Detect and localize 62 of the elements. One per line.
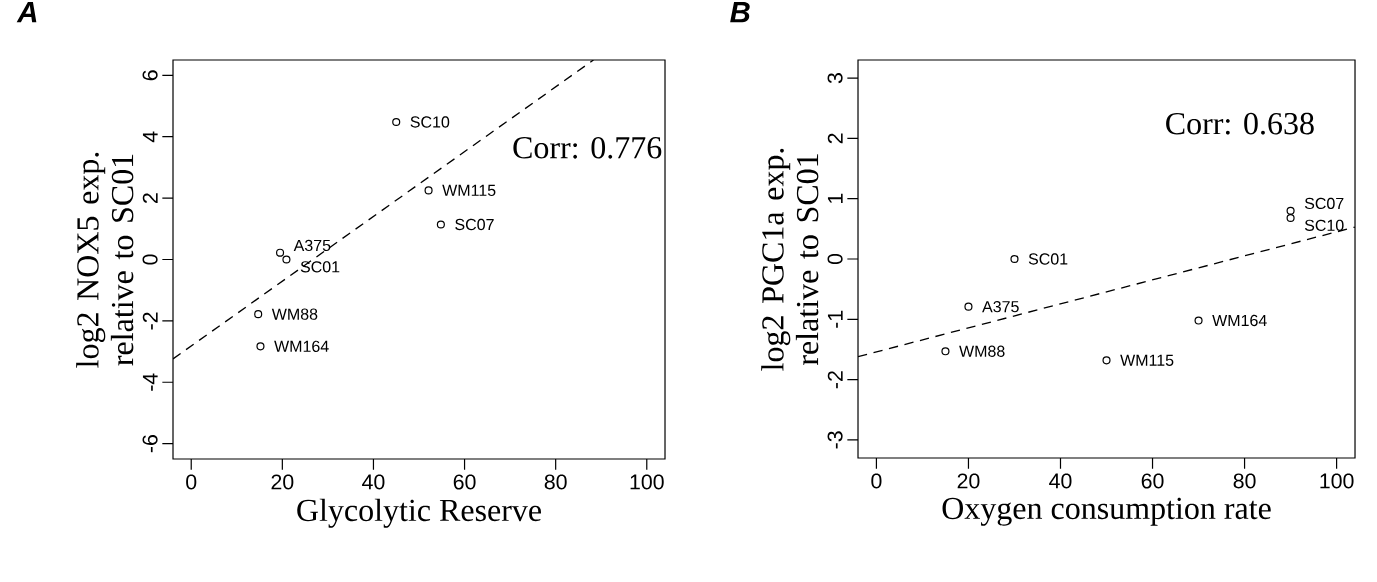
x-tick-label: 20 — [271, 474, 294, 490]
point — [1286, 206, 1295, 215]
annotation: A375 — [293, 239, 331, 252]
point — [254, 310, 263, 319]
annotation: WM88 — [271, 308, 318, 320]
annotation: WM88 — [959, 345, 1005, 357]
x-tick-label: 100 — [1320, 473, 1354, 489]
y-tick-label: 1 — [827, 193, 843, 203]
annotation: SC10 — [1304, 219, 1344, 231]
x-tick-label: 60 — [1141, 473, 1164, 489]
annotation: Corr: 0.776 — [513, 136, 662, 159]
y-axis-title: log2 NOX5 exp. relative to SC01 — [76, 152, 134, 368]
x-tick-label: 80 — [544, 474, 567, 490]
y-tick-label: 0 — [827, 253, 843, 265]
y-tick-label: 2 — [142, 193, 158, 203]
annotation: SC01 — [1028, 253, 1068, 265]
x-tick-label: 20 — [957, 473, 980, 489]
x-tick-label: 0 — [186, 474, 197, 490]
point — [1102, 356, 1111, 365]
annotation: WM115 — [1120, 354, 1174, 366]
y-tick-label: -2 — [827, 371, 843, 389]
annotation: SC10 — [410, 116, 450, 128]
y-tick-label: 3 — [827, 73, 843, 84]
x-tick-label: 0 — [871, 473, 882, 489]
y-tick-label: 6 — [142, 70, 158, 81]
x-tick-label: 40 — [362, 474, 385, 490]
point — [1010, 254, 1019, 264]
y-tick-label: -6 — [142, 435, 158, 453]
point — [392, 117, 401, 127]
point — [275, 248, 285, 257]
y-tick-label: -4 — [142, 373, 158, 391]
annotation: WM164 — [1212, 314, 1267, 327]
chart-title: B — [730, 2, 750, 23]
x-tick-label: 40 — [1049, 473, 1072, 489]
annotation: SC07 — [455, 218, 494, 231]
point — [436, 220, 445, 229]
y-tick-label: -1 — [827, 310, 843, 328]
x-axis-title: Glycolytic Reserve — [297, 498, 541, 528]
x-tick-label: 100 — [630, 474, 664, 490]
point — [964, 302, 973, 311]
y-tick-label: 4 — [142, 131, 158, 143]
x-tick-label: 60 — [453, 474, 476, 490]
x-axis-title: Oxygen consumption rate — [942, 497, 1271, 526]
y-tick-label: -2 — [142, 312, 158, 330]
annotation: SC07 — [1304, 197, 1344, 210]
annotation: SC01 — [300, 261, 340, 273]
annotation: Corr: 0.638 — [1166, 112, 1314, 135]
point — [1194, 316, 1203, 325]
annotation: WM164 — [274, 340, 329, 353]
point — [256, 342, 265, 351]
x-tick-label: 80 — [1233, 473, 1256, 489]
point — [424, 186, 433, 195]
point — [941, 347, 950, 356]
y-tick-label: 0 — [142, 254, 158, 265]
y-tick-label: 2 — [827, 133, 843, 144]
annotation: A375 — [982, 300, 1019, 313]
chart-title: A — [16, 2, 37, 23]
y-tick-label: -3 — [827, 431, 843, 449]
y-axis-title: log2 PGC1a exp. relative to SC01 — [761, 148, 819, 371]
annotation: WM115 — [442, 184, 496, 197]
point — [1286, 213, 1295, 223]
point — [282, 255, 291, 264]
